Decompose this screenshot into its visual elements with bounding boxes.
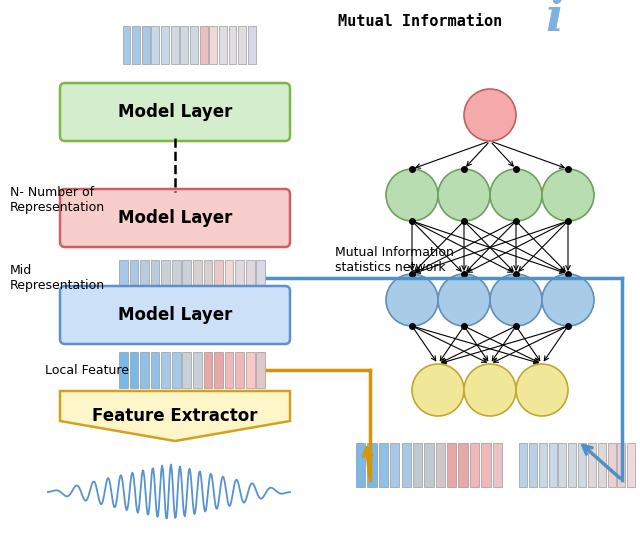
Bar: [257, 352, 265, 388]
Bar: [436, 443, 445, 487]
Bar: [447, 443, 456, 487]
Bar: [246, 260, 255, 296]
Bar: [481, 443, 491, 487]
Bar: [367, 443, 377, 487]
Bar: [458, 443, 468, 487]
Text: i: i: [545, 0, 563, 41]
Bar: [204, 352, 212, 388]
Text: Mutual Information: Mutual Information: [338, 14, 502, 29]
Bar: [152, 26, 159, 64]
Bar: [529, 443, 537, 487]
Text: N- Number of
Representation: N- Number of Representation: [10, 186, 105, 214]
Circle shape: [386, 274, 438, 326]
Bar: [379, 443, 388, 487]
Bar: [200, 26, 207, 64]
Circle shape: [490, 169, 542, 221]
Text: Model Layer: Model Layer: [118, 209, 232, 227]
Bar: [172, 260, 180, 296]
Bar: [193, 352, 202, 388]
Bar: [413, 443, 422, 487]
Bar: [578, 443, 586, 487]
Text: Local Feature: Local Feature: [45, 363, 129, 377]
Bar: [548, 443, 557, 487]
Bar: [225, 260, 234, 296]
Bar: [119, 260, 127, 296]
Bar: [214, 352, 223, 388]
Bar: [238, 26, 246, 64]
Bar: [161, 352, 170, 388]
Text: Model Layer: Model Layer: [118, 306, 232, 324]
Bar: [248, 26, 256, 64]
Text: Feature Extractor: Feature Extractor: [92, 407, 258, 425]
Bar: [150, 260, 159, 296]
Bar: [182, 260, 191, 296]
Circle shape: [516, 364, 568, 416]
Bar: [171, 26, 179, 64]
Bar: [182, 352, 191, 388]
FancyBboxPatch shape: [60, 189, 290, 247]
Bar: [236, 352, 244, 388]
Bar: [119, 352, 127, 388]
Bar: [568, 443, 576, 487]
Bar: [122, 26, 131, 64]
Bar: [598, 443, 605, 487]
Bar: [618, 443, 625, 487]
Bar: [607, 443, 616, 487]
Bar: [257, 260, 265, 296]
Bar: [140, 260, 149, 296]
Bar: [390, 443, 399, 487]
Circle shape: [464, 364, 516, 416]
Circle shape: [542, 169, 594, 221]
Bar: [236, 260, 244, 296]
Bar: [190, 26, 198, 64]
Bar: [558, 443, 566, 487]
Bar: [140, 352, 149, 388]
Bar: [588, 443, 596, 487]
Circle shape: [542, 274, 594, 326]
FancyBboxPatch shape: [60, 286, 290, 344]
Bar: [424, 443, 434, 487]
Bar: [150, 352, 159, 388]
Bar: [539, 443, 547, 487]
Bar: [225, 352, 234, 388]
Bar: [219, 26, 227, 64]
Bar: [228, 26, 236, 64]
Bar: [246, 352, 255, 388]
Text: Mutual Information
statistics network: Mutual Information statistics network: [335, 246, 454, 274]
Bar: [161, 260, 170, 296]
Bar: [214, 260, 223, 296]
FancyBboxPatch shape: [60, 83, 290, 141]
Bar: [180, 26, 188, 64]
Polygon shape: [60, 391, 290, 441]
Bar: [142, 26, 150, 64]
Bar: [401, 443, 411, 487]
Bar: [493, 443, 502, 487]
Bar: [209, 26, 217, 64]
Bar: [627, 443, 636, 487]
Circle shape: [412, 364, 464, 416]
Circle shape: [438, 274, 490, 326]
Circle shape: [490, 274, 542, 326]
Bar: [129, 352, 138, 388]
Circle shape: [464, 89, 516, 141]
Bar: [356, 443, 365, 487]
Bar: [129, 260, 138, 296]
Circle shape: [438, 169, 490, 221]
Bar: [172, 352, 180, 388]
Text: Model Layer: Model Layer: [118, 103, 232, 121]
Bar: [204, 260, 212, 296]
Bar: [193, 260, 202, 296]
Bar: [132, 26, 140, 64]
Bar: [519, 443, 527, 487]
Text: Mid
Representation: Mid Representation: [10, 264, 105, 292]
Bar: [161, 26, 169, 64]
Circle shape: [386, 169, 438, 221]
Bar: [470, 443, 479, 487]
